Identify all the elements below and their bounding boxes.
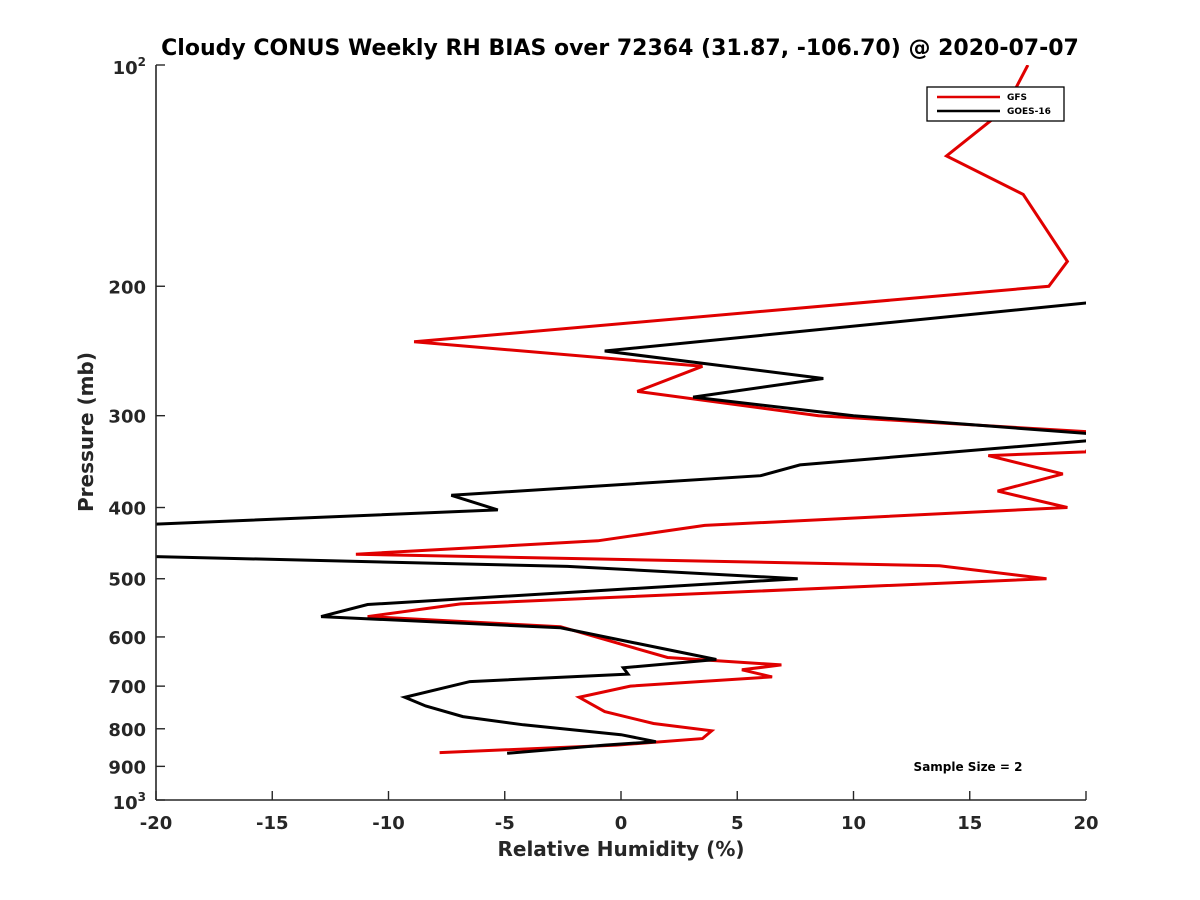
x-ticks-group: -20 -15 -10 -5 0 5 10 15 20 (140, 791, 1099, 834)
y-tick-label: 900 (108, 757, 146, 778)
y-axis-label: Pressure (mb) (74, 352, 98, 512)
x-axis-label: Relative Humidity (%) (497, 837, 744, 861)
y-tick-label: 102 (113, 55, 146, 79)
series-line-gfs (355, 65, 1086, 755)
y-tick-base: 10 (113, 793, 138, 814)
x-tick-label: -20 (140, 813, 173, 834)
legend-label: GFS (1007, 93, 1027, 103)
x-tick-label: 20 (1073, 813, 1098, 834)
y-tick-exponent: 3 (138, 790, 146, 804)
legend: GFS GOES-16 (926, 86, 1065, 122)
legend-label: GOES-16 (1007, 107, 1051, 117)
legend-box (926, 86, 1065, 122)
x-tick-label: -5 (495, 813, 515, 834)
x-tick-label: 15 (957, 813, 982, 834)
y-tick-label: 103 (113, 790, 146, 814)
y-tick-label: 300 (108, 407, 146, 428)
series-line-goes-16 (156, 301, 1086, 755)
y-tick-label: 200 (108, 277, 146, 298)
y-tick-label: 700 (108, 677, 146, 698)
y-tick-exponent: 2 (138, 55, 146, 69)
y-tick-label: 800 (108, 720, 146, 741)
x-tick-label: -10 (372, 813, 405, 834)
x-tick-label: 5 (731, 813, 744, 834)
y-tick-label: 500 (108, 570, 146, 591)
x-tick-label: -15 (256, 813, 289, 834)
y-tick-base: 10 (113, 58, 138, 79)
plot-series-group (156, 65, 1086, 755)
y-tick-label: 600 (108, 628, 146, 649)
x-tick-label: 0 (615, 813, 628, 834)
x-tick-label: 10 (841, 813, 866, 834)
y-tick-label: 400 (108, 499, 146, 520)
sample-size-annotation: Sample Size = 2 (914, 760, 1023, 774)
chart-title: Cloudy CONUS Weekly RH BIAS over 72364 (… (161, 36, 1079, 61)
